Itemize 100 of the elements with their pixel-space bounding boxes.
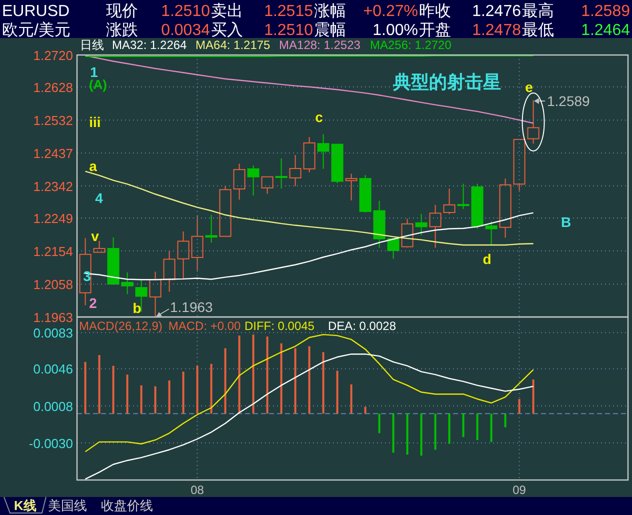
bar	[140, 385, 142, 414]
bar	[364, 406, 366, 414]
y-tick-label: 0.0046	[33, 362, 73, 377]
bar	[252, 334, 254, 414]
y-tick-label: 1.1963	[33, 310, 73, 325]
text: 欧元/美元	[2, 21, 70, 39]
candlestick	[205, 214, 218, 244]
bar	[238, 336, 240, 414]
text: 现价	[106, 3, 138, 20]
series-label: DIFF: 0.0045	[244, 319, 315, 333]
text: 1.2510	[161, 3, 210, 20]
annotation: 2	[89, 295, 98, 311]
candlestick	[345, 173, 358, 201]
bar	[266, 336, 268, 414]
bar	[154, 386, 156, 414]
bar	[448, 414, 450, 444]
text: 美国线	[48, 498, 87, 513]
text: 收盘价线	[101, 498, 153, 513]
annotation: (A)	[88, 77, 108, 92]
bar	[224, 348, 226, 414]
x-tick-label: 08	[190, 483, 204, 497]
bar	[518, 398, 520, 414]
text: 最高	[522, 2, 554, 20]
bar	[196, 366, 198, 414]
annotation: 1.1963	[170, 299, 214, 315]
text: 涨跌	[106, 21, 138, 39]
annotation: 1	[90, 64, 98, 80]
text: 1.2589	[581, 3, 630, 20]
y-tick-label: 0.0008	[33, 398, 73, 414]
bar	[504, 414, 506, 428]
candlestick	[233, 163, 246, 200]
bar	[280, 343, 282, 414]
candlestick	[429, 204, 442, 248]
bar	[420, 414, 422, 456]
line-series	[84, 334, 534, 452]
annotation: 典型的射击星	[392, 72, 501, 92]
text: 昨收	[419, 3, 451, 20]
y-tick-label: 1.2249	[33, 211, 73, 226]
bar	[392, 414, 394, 453]
y-tick-label: 1.2058	[33, 277, 73, 292]
bar	[322, 352, 324, 414]
bar	[112, 366, 114, 414]
annotation: e	[525, 79, 534, 95]
candlestick	[499, 178, 512, 238]
bar	[294, 348, 296, 414]
bar	[462, 414, 464, 438]
text: 震幅	[314, 22, 346, 39]
text: 最低	[522, 22, 554, 39]
bar	[532, 379, 534, 414]
bar	[182, 372, 184, 414]
bar	[434, 414, 436, 450]
bar	[476, 414, 478, 440]
text: 1.2515	[264, 3, 314, 20]
text: B	[560, 214, 572, 230]
text: 1.2510	[264, 22, 314, 39]
text: MA32: 1.2264	[112, 38, 188, 52]
bar	[210, 364, 212, 414]
text: 1.2464	[581, 22, 630, 39]
annotation: iii	[89, 114, 101, 130]
bar	[406, 414, 408, 455]
candlestick	[177, 231, 190, 280]
bar	[308, 346, 310, 414]
text: +0.27%	[363, 3, 418, 20]
bar	[84, 362, 86, 414]
y-tick-label: 1.2532	[33, 113, 73, 128]
text: 1.00%	[372, 22, 418, 39]
bar	[98, 355, 100, 414]
text: 卖出	[211, 2, 243, 20]
y-tick-label: 1.2437	[33, 146, 73, 161]
bar	[168, 380, 170, 414]
y-tick-label: 1.2154	[33, 244, 73, 259]
y-tick-label: 1.2720	[33, 48, 73, 63]
text: 1.2478	[472, 22, 522, 39]
text: K线	[14, 498, 36, 513]
line-series	[84, 353, 534, 480]
text: 开盘	[419, 22, 451, 39]
chart-title: 日线	[80, 38, 104, 52]
bar	[490, 414, 492, 442]
series-label: MACD: +0.00	[168, 319, 242, 333]
text: 1.2476	[472, 3, 522, 20]
text: 涨幅	[314, 2, 346, 20]
text: EURUSD	[2, 3, 70, 20]
y-tick-label: -0.0030	[28, 436, 73, 451]
candlestick	[121, 272, 134, 295]
candlestick	[275, 158, 288, 190]
text: MA64: 1.2175	[196, 38, 271, 52]
annotation: a	[89, 158, 98, 174]
text: DEA: 0.0028	[328, 319, 396, 333]
x-tick-label: 09	[512, 483, 526, 497]
line-series	[84, 170, 534, 246]
annotation: c	[315, 109, 324, 125]
bar	[126, 374, 128, 414]
candlestick	[317, 134, 330, 170]
text: 买入	[211, 21, 243, 39]
y-tick-label: 1.2342	[33, 178, 73, 194]
annotation: d	[482, 251, 492, 267]
bar	[378, 414, 380, 434]
chart-title: MACD(26,12,9)	[79, 319, 162, 333]
annotation: 4	[95, 190, 104, 206]
series-label: MA256: 1.2720	[370, 38, 452, 52]
